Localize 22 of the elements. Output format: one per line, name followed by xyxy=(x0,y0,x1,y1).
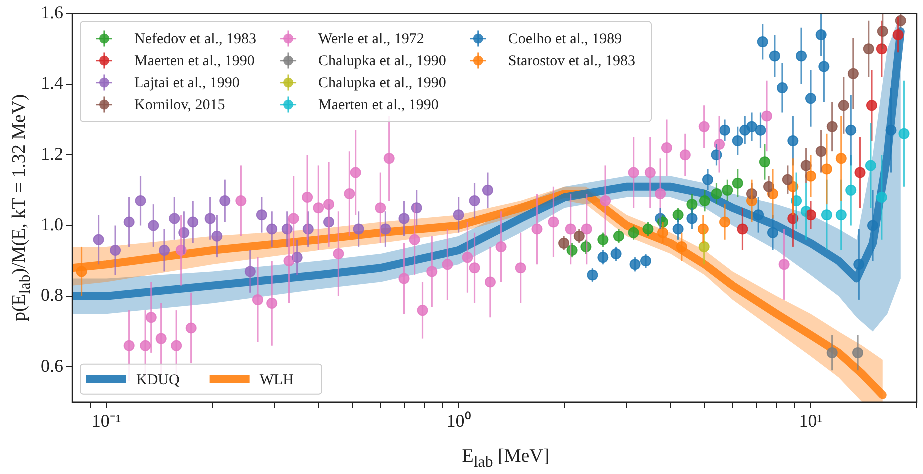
legend-label: KDUQ xyxy=(136,372,180,388)
legend-label: Werle et al., 1972 xyxy=(318,32,424,48)
y-tick-label: 1.2 xyxy=(41,144,64,164)
legend-label: Starostov et al., 1983 xyxy=(508,54,636,70)
x-tick-label: 10¹ xyxy=(799,410,823,431)
legend-label: Chalupka et al., 1990 xyxy=(318,54,446,70)
legend-label: Chalupka et al., 1990 xyxy=(318,76,446,92)
y-tick-label: 1.6 xyxy=(41,2,64,23)
y-tick-label: 0.8 xyxy=(41,285,64,306)
legend-label: Coelho et al., 1989 xyxy=(508,32,622,48)
legend-label: Maerten et al., 1990 xyxy=(318,98,439,114)
legend-label: Lajtai et al., 1990 xyxy=(134,76,240,92)
legend-label: WLH xyxy=(260,372,294,388)
legend-label: Nefedov et al., 1983 xyxy=(134,32,257,48)
y-tick-label: 1.0 xyxy=(41,214,64,234)
y-tick-label: 1.4 xyxy=(41,73,64,94)
x-tick-label: 10⁰ xyxy=(446,410,471,431)
legend-label: Maerten et al., 1990 xyxy=(134,54,255,70)
x-tick-label: 10⁻¹ xyxy=(92,410,122,431)
x-axis-title: E$_{lab}$ [MeV] xyxy=(462,446,550,472)
legend-label: Kornilov, 2015 xyxy=(134,98,226,114)
y-tick-label: 0.6 xyxy=(41,356,64,376)
